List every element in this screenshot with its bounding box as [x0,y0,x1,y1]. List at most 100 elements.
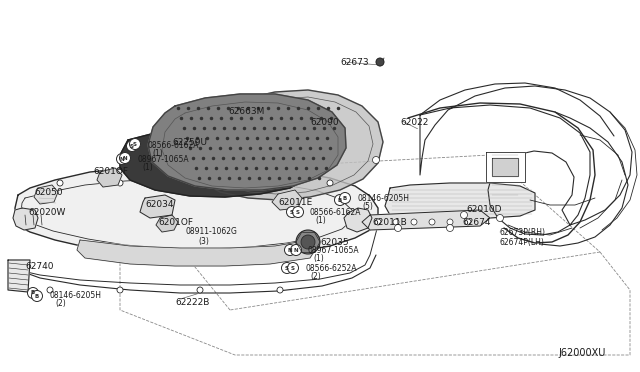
Circle shape [335,195,346,205]
Polygon shape [34,185,58,204]
Circle shape [187,180,193,186]
Polygon shape [344,208,372,232]
Circle shape [339,192,351,203]
Polygon shape [15,166,378,258]
Circle shape [287,263,298,273]
Text: S: S [133,141,137,147]
Polygon shape [77,240,315,266]
Text: B: B [35,294,39,298]
Text: 08967-1065A: 08967-1065A [137,155,189,164]
Text: 62674P(LH): 62674P(LH) [500,238,545,247]
Text: 62020W: 62020W [28,208,65,217]
Text: 62674: 62674 [462,218,490,227]
Circle shape [197,287,203,293]
Circle shape [372,157,380,164]
Text: 62222B: 62222B [175,298,209,307]
Text: N: N [288,247,292,253]
Text: B: B [343,196,347,201]
Text: (1): (1) [142,163,153,172]
Circle shape [172,164,179,171]
Circle shape [277,287,283,293]
Circle shape [376,58,384,66]
Text: 62034: 62034 [145,200,173,209]
Polygon shape [148,94,346,190]
Text: 6201OF: 6201OF [93,167,128,176]
Circle shape [116,154,127,164]
Text: 6201OF: 6201OF [158,218,193,227]
Circle shape [28,288,38,298]
Circle shape [117,180,123,186]
Polygon shape [13,208,38,230]
Text: (3): (3) [198,237,209,246]
Polygon shape [492,158,518,176]
Polygon shape [385,183,535,218]
Circle shape [282,263,292,273]
Circle shape [289,167,296,173]
Text: 08967-1065A: 08967-1065A [308,246,360,255]
Circle shape [117,287,123,293]
Circle shape [461,212,467,218]
Polygon shape [272,190,302,210]
Circle shape [447,224,454,231]
Polygon shape [8,260,30,292]
Circle shape [129,138,141,150]
Text: 62035: 62035 [320,238,349,247]
Text: (2): (2) [310,272,321,281]
Text: 62022: 62022 [400,118,428,127]
Polygon shape [156,215,178,232]
Text: S: S [285,266,289,270]
Circle shape [296,230,320,254]
Text: J62000XU: J62000XU [558,348,605,358]
Circle shape [375,219,381,225]
Circle shape [292,206,303,218]
Circle shape [31,291,42,301]
Circle shape [411,219,417,225]
Circle shape [447,219,453,225]
Text: (1): (1) [315,216,326,225]
Text: 62740: 62740 [25,262,54,271]
Text: S: S [130,144,134,148]
Text: 08566-6162A: 08566-6162A [310,208,362,217]
Text: 62011E: 62011E [278,198,312,207]
Polygon shape [97,168,122,187]
Text: N: N [123,155,127,160]
Text: N: N [294,247,298,253]
Circle shape [497,215,504,221]
Text: 62259U: 62259U [172,138,207,147]
Circle shape [301,235,315,249]
Text: 62010D: 62010D [466,205,502,214]
Polygon shape [190,90,383,200]
Text: 08146-6205H: 08146-6205H [50,291,102,300]
Circle shape [57,180,63,186]
Circle shape [327,180,333,186]
Text: N: N [120,157,124,161]
Text: 62090: 62090 [310,118,339,127]
Circle shape [127,141,138,151]
Text: 62673: 62673 [340,58,369,67]
Text: S: S [291,266,295,270]
Text: (1): (1) [152,149,163,158]
Polygon shape [362,210,490,230]
Circle shape [285,244,296,256]
Text: 08566-6162A: 08566-6162A [147,141,198,150]
Text: B: B [338,198,342,202]
Text: 62673P(RH): 62673P(RH) [500,228,546,237]
Circle shape [47,287,53,293]
Text: B: B [31,291,35,295]
Polygon shape [140,195,175,218]
Text: S: S [296,209,300,215]
Polygon shape [120,128,315,197]
Text: 08566-6252A: 08566-6252A [305,264,356,273]
Circle shape [298,158,305,166]
Text: (1): (1) [313,254,324,263]
Circle shape [393,219,399,225]
Text: (5): (5) [362,202,373,211]
Text: S: S [290,209,294,215]
Text: 08911-1062G: 08911-1062G [186,227,238,236]
Circle shape [287,206,298,218]
Text: 62663M: 62663M [228,107,264,116]
Text: (2): (2) [55,299,66,308]
Circle shape [394,224,401,231]
Text: 62011B: 62011B [372,218,407,227]
Text: 62050: 62050 [34,188,63,197]
